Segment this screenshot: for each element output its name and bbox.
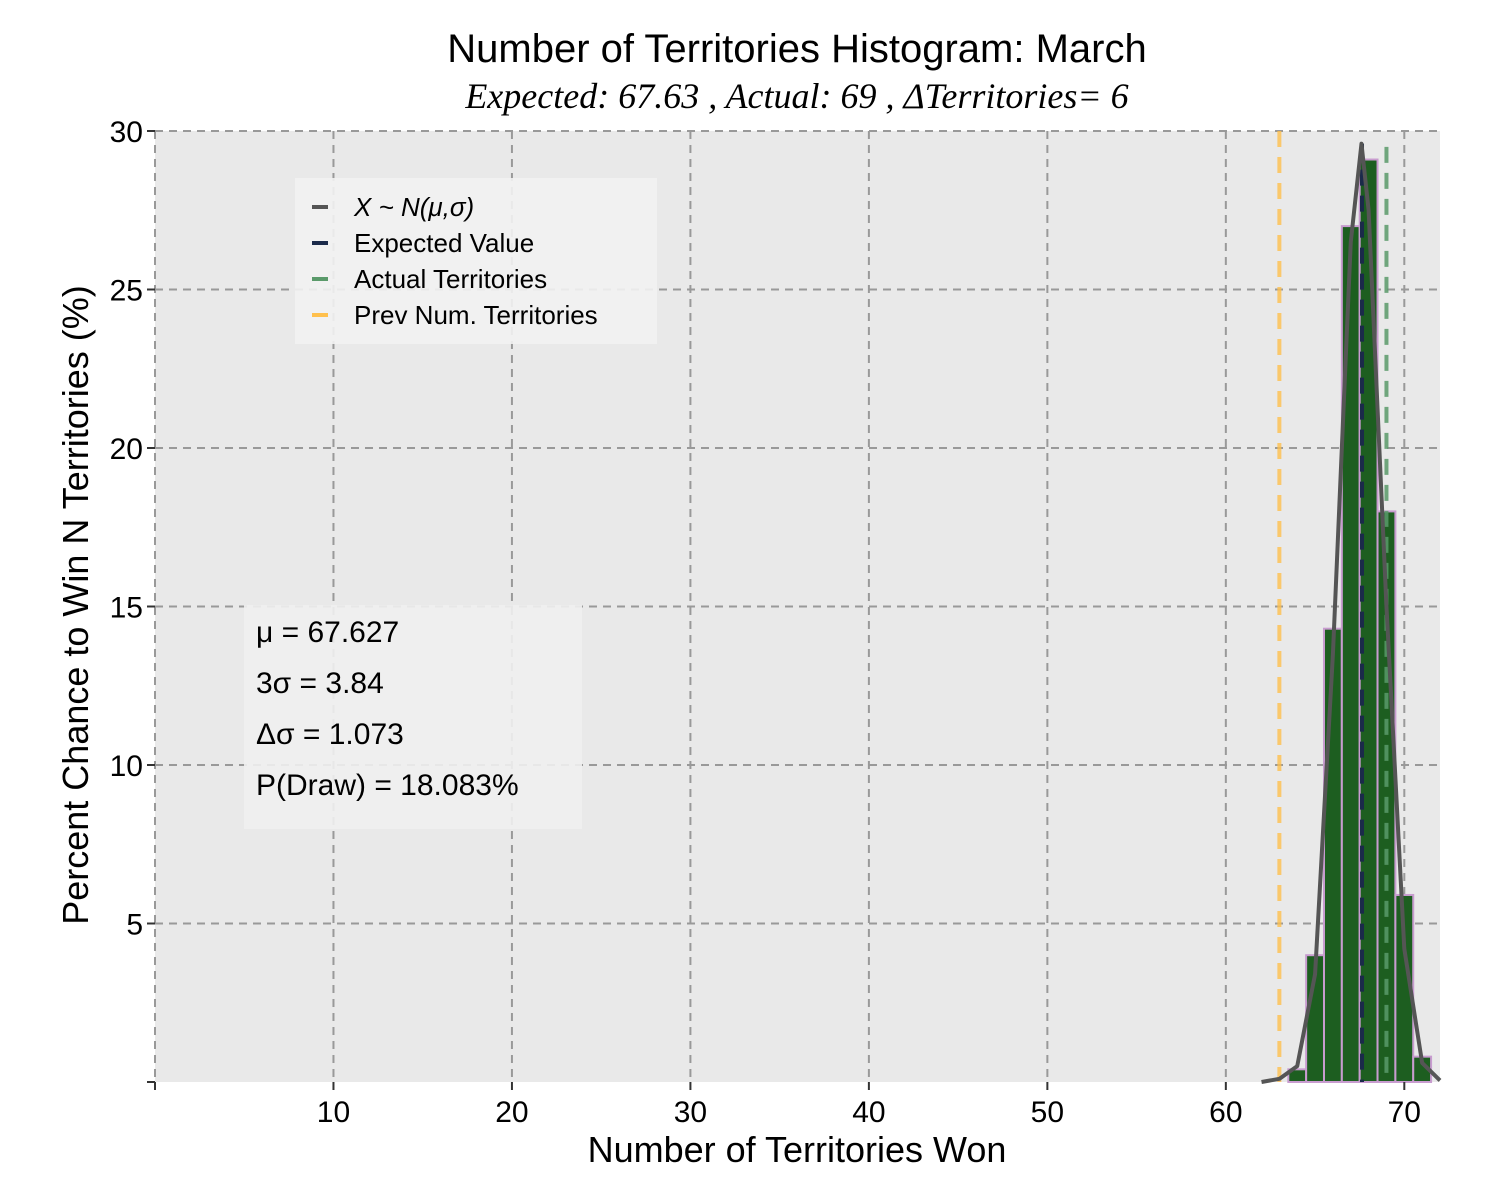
x-tick-label: 30 (674, 1096, 707, 1129)
stats-line: P(Draw) = 18.083% (256, 769, 519, 802)
y-tick-label: 25 (110, 275, 143, 308)
stats-box: μ = 67.627 3σ = 3.84 Δσ = 1.073 P(Draw) = 1… (244, 605, 582, 829)
stats-line: 3σ = 3.84 (256, 667, 384, 700)
y-tick-label: 5 (126, 909, 143, 942)
reference-lines (1277, 131, 1389, 1082)
normal-curve-group (1261, 141, 1442, 1084)
y-tick-label: 10 (110, 750, 143, 783)
stats-line: μ = 67.627 (256, 616, 399, 649)
y-tick-label: 20 (110, 433, 143, 466)
stats-line: Δσ = 1.073 (256, 718, 404, 751)
stats-box-bg (244, 605, 582, 829)
x-tick-label: 20 (495, 1096, 528, 1129)
histogram-bar (1322, 627, 1343, 1083)
chart-subtitle: Expected: 67.63 , Actual: 69 , ΔTerritor… (464, 76, 1128, 116)
legend-box (295, 178, 657, 344)
tick-labels: 10 20 30 40 50 60 70 5 10 15 20 25 30 (110, 116, 1421, 1129)
x-tick-label: 70 (1388, 1096, 1421, 1129)
legend-label: Prev Num. Territories (354, 300, 598, 330)
x-tick-label: 60 (1209, 1096, 1242, 1129)
legend: X ~ N(μ,σ) Expected Value Actual Territori… (295, 178, 657, 344)
x-tick-label: 40 (852, 1096, 885, 1129)
legend-label: Expected Value (354, 228, 534, 258)
axes (147, 130, 1406, 1090)
histogram-bars (1287, 158, 1433, 1084)
x-tick-label: 10 (317, 1096, 350, 1129)
legend-label: X ~ N(μ,σ) (353, 192, 474, 222)
y-tick-label: 15 (110, 592, 143, 625)
x-tick-label: 50 (1031, 1096, 1064, 1129)
y-tick-label: 30 (110, 116, 143, 149)
chart-title: Number of Territories Histogram: March (447, 27, 1146, 71)
x-axis-label: Number of Territories Won (588, 1129, 1007, 1170)
normal-curve (1261, 141, 1442, 1084)
y-axis-label: Percent Chance to Win N Territories (%) (55, 285, 96, 925)
legend-label: Actual Territories (354, 264, 547, 294)
